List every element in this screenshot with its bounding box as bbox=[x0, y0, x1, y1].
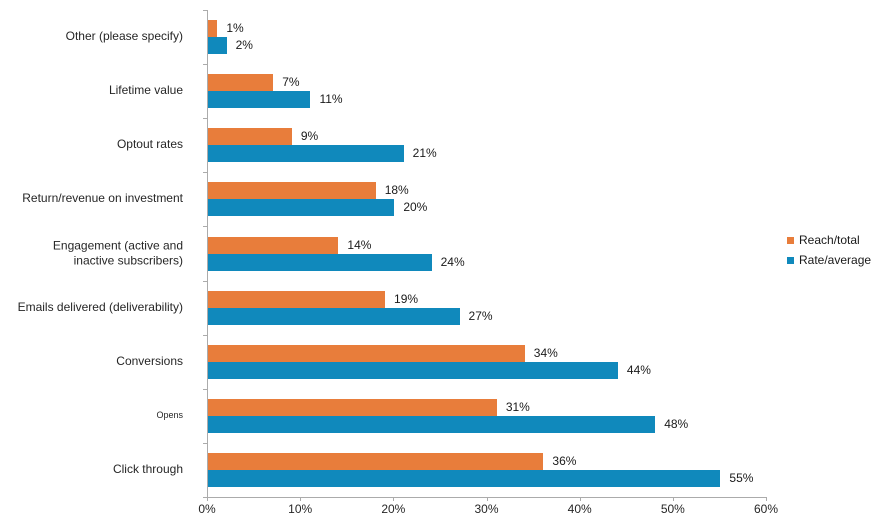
bar-rate-average bbox=[208, 91, 311, 109]
value-label: 44% bbox=[626, 362, 651, 377]
value-label: 2% bbox=[235, 38, 253, 53]
value-label: 21% bbox=[412, 146, 437, 161]
value-label: 11% bbox=[319, 92, 343, 107]
bar-rate-average bbox=[208, 469, 721, 487]
category-label: Lifetime value bbox=[108, 83, 183, 98]
legend: Reach/total Rate/average bbox=[787, 233, 871, 273]
value-label: 7% bbox=[282, 75, 300, 90]
x-tick-label: 60% bbox=[753, 502, 779, 516]
x-axis-tick bbox=[766, 497, 767, 501]
y-axis-tick bbox=[203, 172, 207, 174]
value-label: 34% bbox=[533, 345, 558, 360]
y-axis-tick bbox=[203, 280, 207, 282]
bar-reach-total bbox=[208, 290, 386, 308]
bar-rate-average bbox=[208, 361, 618, 379]
x-axis-tick bbox=[486, 497, 488, 501]
bar-reach-total bbox=[208, 74, 274, 92]
bar-reach-total bbox=[208, 452, 544, 470]
x-axis-tick bbox=[207, 497, 208, 501]
bar-rate-average bbox=[208, 199, 395, 217]
legend-item-reach-total: Reach/total bbox=[787, 233, 871, 247]
y-axis-tick bbox=[203, 497, 207, 498]
rate-average-swatch-icon bbox=[787, 256, 794, 264]
value-label: 14% bbox=[347, 237, 372, 252]
legend-label-rate-average: Rate/average bbox=[799, 253, 872, 267]
x-tick-label: 40% bbox=[567, 502, 592, 516]
category-label: Other (please specify) bbox=[65, 29, 183, 44]
bar-rate-average bbox=[208, 415, 656, 433]
x-axis-tick bbox=[579, 497, 581, 501]
bar-rate-average bbox=[208, 145, 404, 163]
y-axis-tick bbox=[203, 118, 207, 120]
value-label: 24% bbox=[440, 254, 465, 269]
y-axis-tick bbox=[203, 10, 207, 11]
value-label: 55% bbox=[729, 470, 754, 485]
category-label: Click through bbox=[112, 462, 183, 477]
x-axis-tick bbox=[393, 497, 395, 501]
y-axis-tick bbox=[203, 388, 207, 390]
category-label: Emails delivered (deliverability) bbox=[17, 299, 183, 314]
bar-reach-total bbox=[208, 344, 525, 362]
value-label: 27% bbox=[468, 308, 493, 323]
bar-rate-average bbox=[208, 307, 460, 325]
x-tick-label: 30% bbox=[474, 502, 499, 516]
y-axis-tick bbox=[203, 442, 207, 444]
legend-item-rate-average: Rate/average bbox=[787, 253, 871, 267]
x-tick-label: 10% bbox=[288, 502, 313, 516]
x-axis-tick bbox=[672, 497, 674, 501]
x-tick-label: 50% bbox=[660, 502, 685, 516]
bar-reach-total bbox=[208, 398, 497, 416]
x-tick-label: 0% bbox=[198, 502, 216, 516]
bar-reach-total bbox=[208, 128, 292, 146]
category-label: Optout rates bbox=[116, 137, 183, 152]
legend-label-reach-total: Reach/total bbox=[799, 233, 860, 247]
bar-reach-total bbox=[208, 236, 339, 254]
category-label: Opens bbox=[156, 409, 183, 420]
x-tick-label: 20% bbox=[381, 502, 406, 516]
value-label: 36% bbox=[552, 453, 577, 468]
value-label: 48% bbox=[664, 416, 689, 431]
value-label: 20% bbox=[403, 200, 428, 215]
bar-reach-total bbox=[208, 182, 376, 200]
reach-total-swatch-icon bbox=[787, 236, 794, 244]
bar-reach-total bbox=[208, 20, 218, 38]
x-axis-tick bbox=[300, 497, 302, 501]
value-label: 19% bbox=[394, 291, 419, 306]
value-label: 18% bbox=[384, 183, 409, 198]
y-axis-line bbox=[207, 10, 208, 498]
y-axis-tick bbox=[203, 334, 207, 336]
value-label: 1% bbox=[226, 21, 244, 36]
y-axis-tick bbox=[203, 64, 207, 66]
y-axis-tick bbox=[203, 226, 207, 228]
value-label: 9% bbox=[300, 129, 319, 144]
value-label: 31% bbox=[505, 399, 530, 414]
bar-rate-average bbox=[208, 253, 432, 271]
category-label: Conversions bbox=[116, 353, 183, 368]
category-label: Return/revenue on investment bbox=[22, 191, 183, 206]
category-label: Engagement (active and inactive subscrib… bbox=[52, 237, 183, 268]
bar-rate-average bbox=[208, 37, 227, 55]
